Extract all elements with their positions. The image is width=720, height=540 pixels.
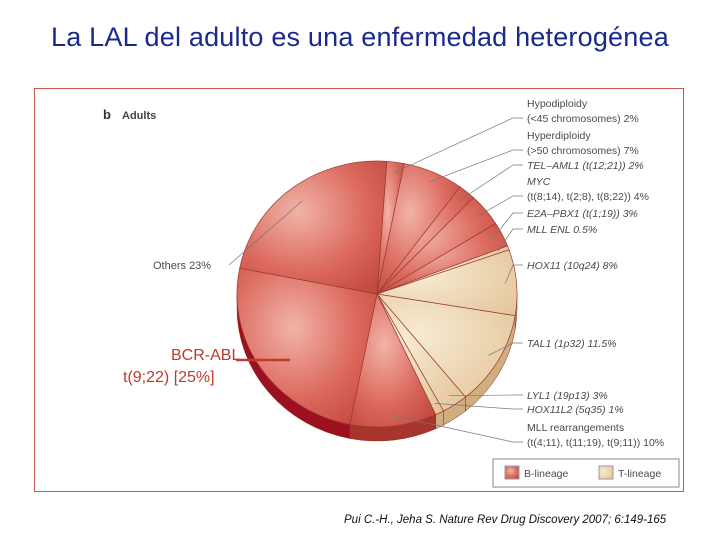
panel-letter: b <box>103 107 111 122</box>
leader-myc-t-8-14-t-2-8-t-8-22 <box>476 195 523 217</box>
legend-label-t: T-lineage <box>618 468 661 480</box>
label-tel-aml1-t-12-21: TEL–AML1 (t(12;21)) 2% <box>527 160 644 172</box>
slide-title: La LAL del adulto es una enfermedad hete… <box>51 22 669 52</box>
leader-mll-enl <box>497 228 523 252</box>
label-mll-rearrangements-t-4-11-t-11-19-t-9-11-line-0: MLL rearrangements <box>527 422 624 434</box>
label-myc-t-8-14-t-2-8-t-8-22-line-1: (t(8;14), t(2;8), t(8;22)) 4% <box>527 191 649 203</box>
label-myc-t-8-14-t-2-8-t-8-22-line-0: MYC <box>527 176 551 188</box>
slice-labels: Hypodiploidy (<45 chromosomes) 2% Hyperdip… <box>123 98 664 449</box>
label-hyperdiploidy-50-chromosomes-line-0: Hyperdiploidy <box>527 130 591 142</box>
pie-slice-bcr-abl-t-9-22 <box>236 267 378 425</box>
label-hox11-10q24: HOX11 (10q24) 8% <box>527 260 618 272</box>
pie-slice-mll-rearrangements-t-4-11-t-11-19-t-9-11 <box>349 292 437 428</box>
pie-slices <box>236 160 518 442</box>
label-hox11l2-5q35: HOX11L2 (5q35) 1% <box>527 404 624 416</box>
pie-slice-others <box>239 160 388 295</box>
panel-title: Adults <box>122 110 156 122</box>
citation: Pui C.-H., Jeha S. Nature Rev Drug Disco… <box>344 514 667 526</box>
leader-tel-aml1-t-12-21 <box>459 164 523 201</box>
leader-tal1-1p32 <box>488 342 523 356</box>
leader-e2a-pbx1-t-1-19 <box>491 212 523 240</box>
leader-hyperdiploidy-50-chromosomes <box>428 149 523 183</box>
legend-swatch-b <box>504 465 520 480</box>
leader-hox11-10q24 <box>504 264 523 284</box>
leader-others <box>228 200 303 266</box>
label-bcr-abl-t-9-22-line-1: t(9;22) [25%] <box>123 369 215 386</box>
label-e2a-pbx1-t-1-19: E2A–PBX1 (t(1;19)) 3% <box>527 208 638 220</box>
leader-lyl1-19p13 <box>448 394 523 397</box>
label-lyl1-19p13: LYL1 (19p13) 3% <box>527 390 608 402</box>
pie-slice-tal1-1p32 <box>376 293 516 398</box>
label-hyperdiploidy-50-chromosomes-line-1: (>50 chromosomes) 7% <box>527 145 639 157</box>
label-hypodiploidy-45-chromosomes-line-1: (<45 chromosomes) 2% <box>527 113 639 125</box>
leader-hypodiploidy-45-chromosomes <box>393 117 523 174</box>
label-mll-enl: MLL ENL 0.5% <box>527 224 597 236</box>
figure-frame: b Adults Hypodiploidy (<45 chromosomes) 2… <box>34 88 684 492</box>
legend-label-b: B-lineage <box>524 468 569 480</box>
leader-hox11l2-5q35 <box>434 403 523 410</box>
label-others: Others 23% <box>153 260 211 272</box>
legend-swatch-t <box>598 465 614 480</box>
leader-mll-rearrangements-t-4-11-t-11-19-t-9-11 <box>392 415 523 443</box>
label-tal1-1p32: TAL1 (1p32) 11.5% <box>527 338 617 350</box>
label-hypodiploidy-45-chromosomes-line-0: Hypodiploidy <box>527 98 588 110</box>
label-mll-rearrangements-t-4-11-t-11-19-t-9-11-line-1: (t(4;11), t(11;19), t(9;11)) 10% <box>527 437 664 449</box>
pie-chart: b Adults Hypodiploidy (<45 chromosomes) 2… <box>103 98 680 488</box>
leader-lines <box>228 117 523 443</box>
label-bcr-abl-t-9-22-line-0: BCR-ABL <box>171 347 240 364</box>
legend: B-lineage T-lineage <box>492 458 680 488</box>
legend-box <box>492 458 680 488</box>
